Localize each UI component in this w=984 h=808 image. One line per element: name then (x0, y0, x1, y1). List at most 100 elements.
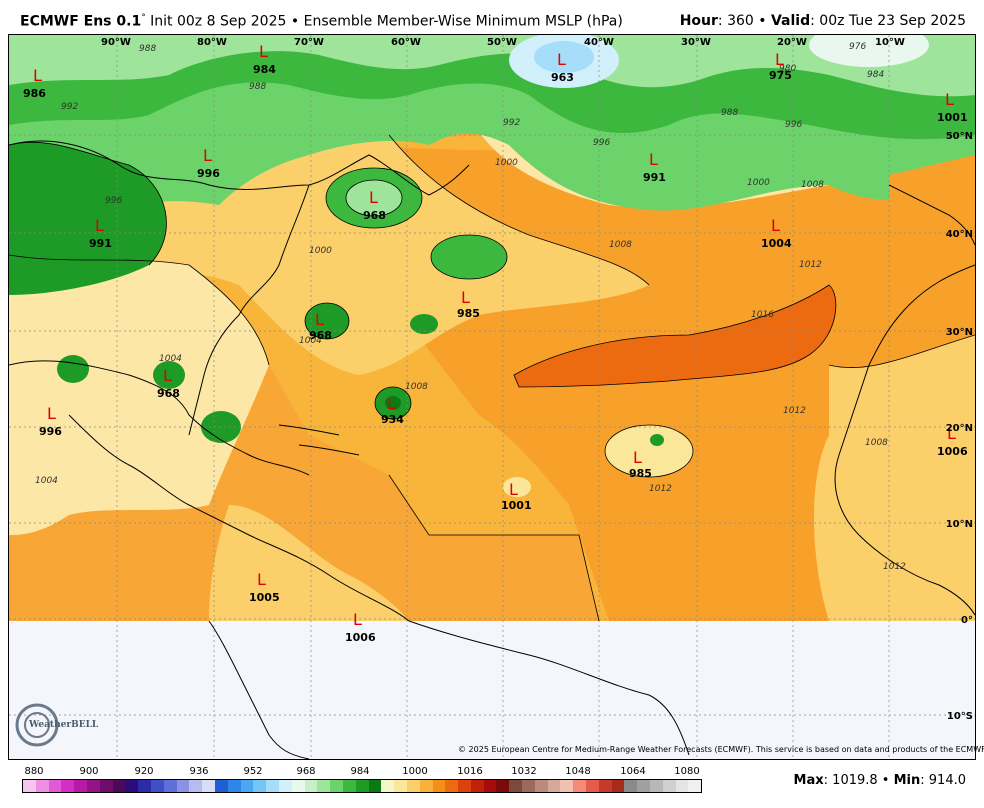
low-pressure: 975 (769, 69, 792, 82)
low-marker: L (509, 480, 518, 499)
init-time: Init 00z 8 Sep 2025 (150, 13, 287, 30)
low-968-coast (305, 303, 349, 339)
colorbar-swatch (125, 780, 139, 792)
colorbar-tick: 900 (79, 766, 99, 777)
colorbar-swatch (688, 780, 702, 792)
lon-label: 30°W (681, 37, 711, 48)
low-marker: L (47, 404, 56, 423)
colorbar-swatch (394, 780, 407, 792)
colorbar-tick: 952 (243, 766, 263, 777)
low-offshore (410, 314, 438, 334)
low-pressure: 934 (381, 413, 404, 426)
low-marker: L (163, 366, 172, 385)
colorbar-swatch (35, 780, 49, 792)
colorbar-swatch (470, 780, 484, 792)
low-marker: L (315, 310, 324, 329)
low-986: L 986 (23, 66, 46, 100)
low-991-mid: L 991 (643, 150, 666, 184)
lat-label: 0° (961, 615, 973, 626)
low-984: L 984 (253, 42, 276, 76)
low-985-area (605, 425, 693, 477)
fill-992 (9, 35, 975, 97)
low-pressure: 1001 (937, 111, 968, 124)
isobar-label: 1000 (747, 178, 770, 188)
low-968-north-core (346, 180, 402, 216)
colorbar-swatch (419, 780, 433, 792)
lon-label: 90°W (101, 37, 131, 48)
low-marker: L (557, 50, 566, 69)
isobar-label: 996 (593, 138, 610, 148)
colorbar-swatch (330, 780, 343, 792)
colorbar-tick: 920 (134, 766, 154, 777)
low-pressure: 991 (643, 171, 666, 184)
low-996: L 996 (197, 146, 220, 180)
isobar-label: 1004 (35, 476, 58, 486)
colorbar-swatch (509, 780, 523, 792)
low-991-area (631, 147, 675, 175)
low-marker: L (369, 188, 378, 207)
colorbar-tick: 968 (296, 766, 316, 777)
low-pressure: 996 (197, 167, 220, 180)
colorbar-swatch (202, 780, 215, 792)
coastlines (9, 140, 975, 759)
low-pressure: 968 (309, 329, 332, 342)
isobar-label: 1004 (159, 354, 182, 364)
colorbar-swatch (227, 780, 241, 792)
low-934-core (385, 396, 401, 410)
copyright-notice: © 2025 European Centre for Medium-Range … (458, 745, 984, 754)
lon-label: 80°W (197, 37, 227, 48)
lat-label: 50°N (946, 131, 973, 142)
valid-label: Valid (770, 13, 811, 29)
lat-label: 10°N (946, 519, 973, 530)
colorbar-tick: 1000 (402, 766, 428, 777)
low-1005: L 1005 (249, 570, 280, 604)
lat-label: 30°N (946, 327, 973, 338)
low-pressure: 1006 (937, 445, 968, 458)
low-1001-area (503, 477, 531, 497)
low-gulf (57, 355, 89, 383)
colorbar-swatch (304, 780, 318, 792)
isobar-label: 984 (867, 70, 884, 80)
low-968-north: L 968 (363, 188, 386, 222)
logo-text: WeatherBELL (28, 720, 99, 730)
colorbar-tick: 1048 (565, 766, 591, 777)
low-marker: L (387, 394, 396, 413)
low-pressure: 1005 (249, 591, 280, 604)
low-968-bahamas: L 968 (157, 366, 180, 400)
lon-label: 70°W (294, 37, 324, 48)
field-name: Ensemble Member-Wise Minimum MSLP (hPa) (303, 13, 623, 30)
low-pressure: 968 (363, 209, 386, 222)
colorbar-swatch (496, 780, 510, 792)
colorbar-swatch (458, 780, 471, 792)
isobar-label: 1012 (799, 260, 822, 270)
max-value: : 1019.8 (823, 773, 878, 788)
isobar-label: 1012 (649, 484, 672, 494)
low-nova-scotia (431, 235, 507, 279)
colorbar-swatch (61, 780, 75, 792)
colorbar-swatch (381, 780, 395, 792)
isobars (9, 134, 975, 622)
colorbar-swatch (266, 780, 279, 792)
lon-label: 10°W (875, 37, 905, 48)
colorbar-swatch (534, 780, 548, 792)
low-996-gulf: L 996 (39, 404, 62, 438)
colorbar (22, 779, 702, 793)
low-pressure: 985 (629, 467, 652, 480)
low-975-area (809, 35, 929, 67)
colorbar-tick: 1080 (674, 766, 700, 777)
colorbar-swatch (176, 780, 190, 792)
isobar-label: 980 (779, 64, 796, 74)
valid-bullet: • (758, 13, 771, 29)
colorbar-swatch (368, 780, 382, 792)
isobar-label: 996 (105, 196, 122, 206)
isobar-label: 1008 (801, 180, 824, 190)
colorbar-swatch (611, 780, 625, 792)
colorbar-tick: 880 (24, 766, 44, 777)
low-marker: L (33, 66, 42, 85)
isobar-label: 1004 (299, 336, 322, 346)
isobar-label: 992 (61, 102, 78, 112)
colorbar-swatch (150, 780, 164, 792)
colorbar-swatch (637, 780, 651, 792)
fill-991-west (9, 142, 167, 295)
